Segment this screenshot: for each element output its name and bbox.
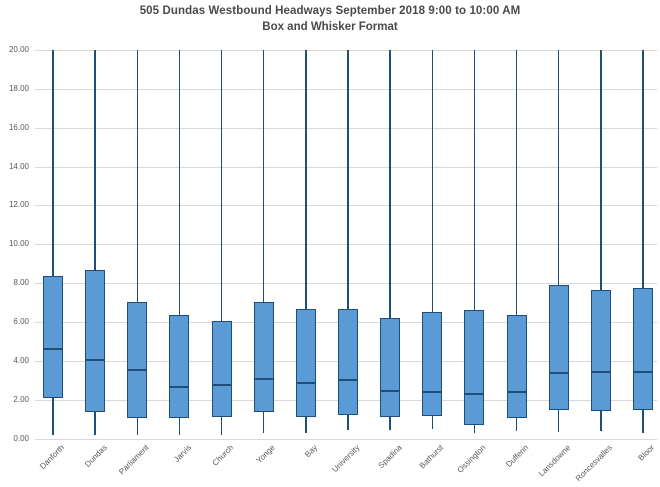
median-line-spadina xyxy=(380,389,401,392)
median-line-bloor xyxy=(632,371,653,374)
y-tick-label: 16.00 xyxy=(8,122,29,132)
lower-whisker-parliament xyxy=(136,418,139,435)
y-tick-label: 8.00 xyxy=(13,278,29,288)
lower-whisker-yonge xyxy=(262,412,265,433)
box-yonge xyxy=(253,301,274,413)
y-tick-label: 2.00 xyxy=(13,394,29,404)
gridline xyxy=(35,205,657,207)
box-ossington xyxy=(464,310,485,425)
y-tick-label: 0.00 xyxy=(13,433,29,443)
lower-whisker-bloor xyxy=(642,410,644,433)
x-axis-label-roncesvalles: Roncesvalles xyxy=(574,443,615,484)
upper-whisker-jarvis xyxy=(178,50,181,316)
upper-whisker-parliament xyxy=(136,50,139,302)
median-line-dundas xyxy=(85,358,106,361)
median-line-jarvis xyxy=(169,386,190,389)
lower-whisker-jarvis xyxy=(178,418,181,435)
lower-whisker-ossington xyxy=(473,424,476,433)
x-axis-label-church: Church xyxy=(210,443,235,468)
median-line-ossington xyxy=(464,392,485,395)
upper-whisker-bay xyxy=(305,50,307,310)
lower-whisker-spadina xyxy=(389,417,391,430)
box-lansdowne xyxy=(548,285,569,411)
box-roncesvalles xyxy=(590,289,611,412)
box-parliament xyxy=(127,301,148,419)
median-line-danforth xyxy=(43,348,64,351)
x-axis-label-dundas: Dundas xyxy=(82,443,109,469)
x-axis-label-bloor: Bloor xyxy=(636,443,657,463)
gridline xyxy=(35,50,657,51)
x-axis-label-parliament: Parliament xyxy=(117,443,151,477)
y-tick-label: 6.00 xyxy=(13,316,29,326)
x-axis-label-bay: Bay xyxy=(303,443,320,460)
upper-whisker-roncesvalles xyxy=(600,50,602,290)
median-line-roncesvalles xyxy=(590,371,611,374)
box-jarvis xyxy=(169,315,190,419)
gridline xyxy=(35,88,657,90)
chart-title: 505 Dundas Westbound Headways September … xyxy=(139,5,521,17)
y-tick-label: 10.00 xyxy=(8,239,29,249)
median-line-parliament xyxy=(127,368,148,371)
box-spadina xyxy=(380,318,401,418)
lower-whisker-church xyxy=(220,417,223,435)
median-line-lansdowne xyxy=(548,372,569,375)
y-tick-label: 12.00 xyxy=(8,200,29,210)
median-line-bathurst xyxy=(422,390,443,393)
y-tick-label: 20.00 xyxy=(8,45,29,54)
x-axis-label-lansdowne: Lansdowne xyxy=(536,443,573,479)
lower-whisker-university xyxy=(347,415,349,430)
y-tick-label: 4.00 xyxy=(13,355,29,365)
box-bathurst xyxy=(422,312,443,417)
upper-whisker-dufferin xyxy=(515,50,518,316)
gridline xyxy=(35,244,657,246)
lower-whisker-lansdowne xyxy=(557,410,560,432)
y-tick-label: 18.00 xyxy=(8,83,29,93)
x-axis-line xyxy=(35,438,657,440)
upper-whisker-bathurst xyxy=(431,50,434,313)
lower-whisker-bathurst xyxy=(431,416,434,429)
box-dufferin xyxy=(506,315,527,419)
box-bay xyxy=(295,309,316,418)
median-line-yonge xyxy=(253,378,274,381)
box-church xyxy=(211,320,232,418)
lower-whisker-dufferin xyxy=(515,418,518,431)
median-line-university xyxy=(338,379,358,382)
x-axis-label-yonge: Yonge xyxy=(254,443,278,466)
chart-subtitle: Box and Whisker Format xyxy=(262,21,398,33)
x-axis-label-dufferin: Dufferin xyxy=(503,443,530,470)
upper-whisker-bloor xyxy=(642,50,644,288)
y-tick-label: 14.00 xyxy=(8,161,29,171)
upper-whisker-dundas xyxy=(94,50,96,270)
lower-whisker-bay xyxy=(305,417,307,433)
lower-whisker-roncesvalles xyxy=(600,411,602,431)
gridline xyxy=(35,166,657,168)
x-axis-label-spadina: Spadina xyxy=(376,443,404,471)
upper-whisker-lansdowne xyxy=(557,50,560,286)
box-university xyxy=(338,309,358,416)
upper-whisker-danforth xyxy=(52,50,54,277)
box-bloor xyxy=(632,287,653,411)
x-axis-label-ossington: Ossington xyxy=(455,443,488,475)
gridline xyxy=(35,127,657,129)
median-line-dufferin xyxy=(506,390,527,393)
median-line-bay xyxy=(295,382,316,385)
x-axis-label-danforth: Danforth xyxy=(38,443,67,472)
x-axis-label-bathurst: Bathurst xyxy=(418,443,446,471)
upper-whisker-yonge xyxy=(262,50,265,302)
upper-whisker-ossington xyxy=(473,50,476,311)
upper-whisker-spadina xyxy=(389,50,391,319)
gridline xyxy=(35,283,657,285)
upper-whisker-university xyxy=(347,50,349,310)
lower-whisker-dundas xyxy=(94,412,96,435)
box-dundas xyxy=(85,269,106,413)
box-danforth xyxy=(43,276,64,398)
x-axis-label-university: University xyxy=(330,443,362,475)
upper-whisker-church xyxy=(220,50,223,321)
lower-whisker-danforth xyxy=(52,397,54,435)
median-line-church xyxy=(211,384,232,387)
x-axis-label-jarvis: Jarvis xyxy=(171,443,193,465)
